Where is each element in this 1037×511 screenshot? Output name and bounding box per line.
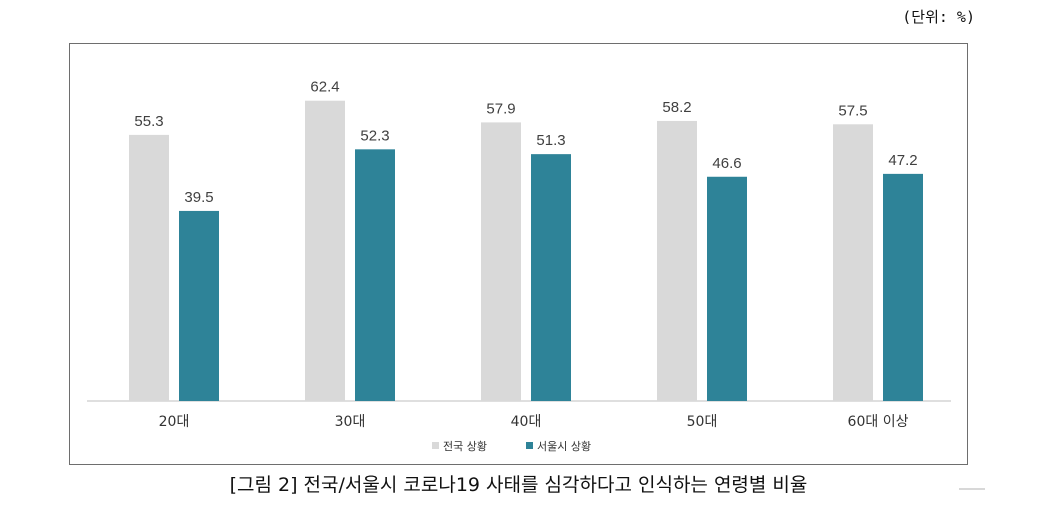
data-label-seoul-1: 52.3 — [360, 127, 389, 144]
data-label-national-4: 57.5 — [838, 102, 867, 119]
bar-seoul-1 — [355, 149, 395, 401]
bar-national-2 — [481, 122, 521, 402]
bar-national-1 — [305, 100, 345, 402]
bar-seoul-3 — [707, 176, 747, 401]
x-tick-label-2: 40대 — [511, 414, 542, 430]
data-label-national-1: 62.4 — [310, 79, 339, 96]
data-label-national-3: 58.2 — [662, 99, 691, 116]
data-label-seoul-2: 51.3 — [536, 132, 565, 149]
legend-label-national: 전국 상황 — [443, 440, 487, 453]
corner-dash — [959, 488, 985, 490]
bar-national-3 — [657, 120, 697, 401]
data-label-national-2: 57.9 — [486, 100, 515, 117]
bar-seoul-4 — [883, 173, 923, 401]
bar-chart: 55.3 39.5 20대 62.4 52.3 30대 57.9 51.3 40대 58.2 46.… — [87, 79, 951, 453]
bar-seoul-2 — [531, 154, 571, 401]
legend-label-seoul: 서울시 상황 — [537, 440, 591, 453]
bar-national-4 — [833, 124, 873, 401]
x-tick-label-4: 60대 이상 — [848, 414, 909, 430]
legend-swatch-seoul — [526, 442, 533, 449]
bar-national-0 — [129, 134, 169, 401]
figure-caption: [그림 2] 전국/서울시 코로나19 사태를 심각하다고 인식하는 연령별 비… — [229, 474, 808, 496]
x-tick-label-0: 20대 — [159, 414, 190, 430]
bar-seoul-0 — [179, 210, 219, 401]
unit-label: (단위: %) — [902, 8, 975, 26]
data-label-seoul-0: 39.5 — [184, 189, 213, 206]
data-label-national-0: 55.3 — [134, 113, 163, 130]
chart-frame: 55.3 39.5 20대 62.4 52.3 30대 57.9 51.3 40대 58.2 46.… — [69, 43, 968, 465]
legend-swatch-national — [432, 442, 439, 449]
data-label-seoul-4: 47.2 — [888, 152, 917, 169]
data-label-seoul-3: 46.6 — [712, 155, 741, 172]
x-tick-label-1: 30대 — [335, 414, 366, 430]
x-tick-label-3: 50대 — [687, 414, 718, 430]
